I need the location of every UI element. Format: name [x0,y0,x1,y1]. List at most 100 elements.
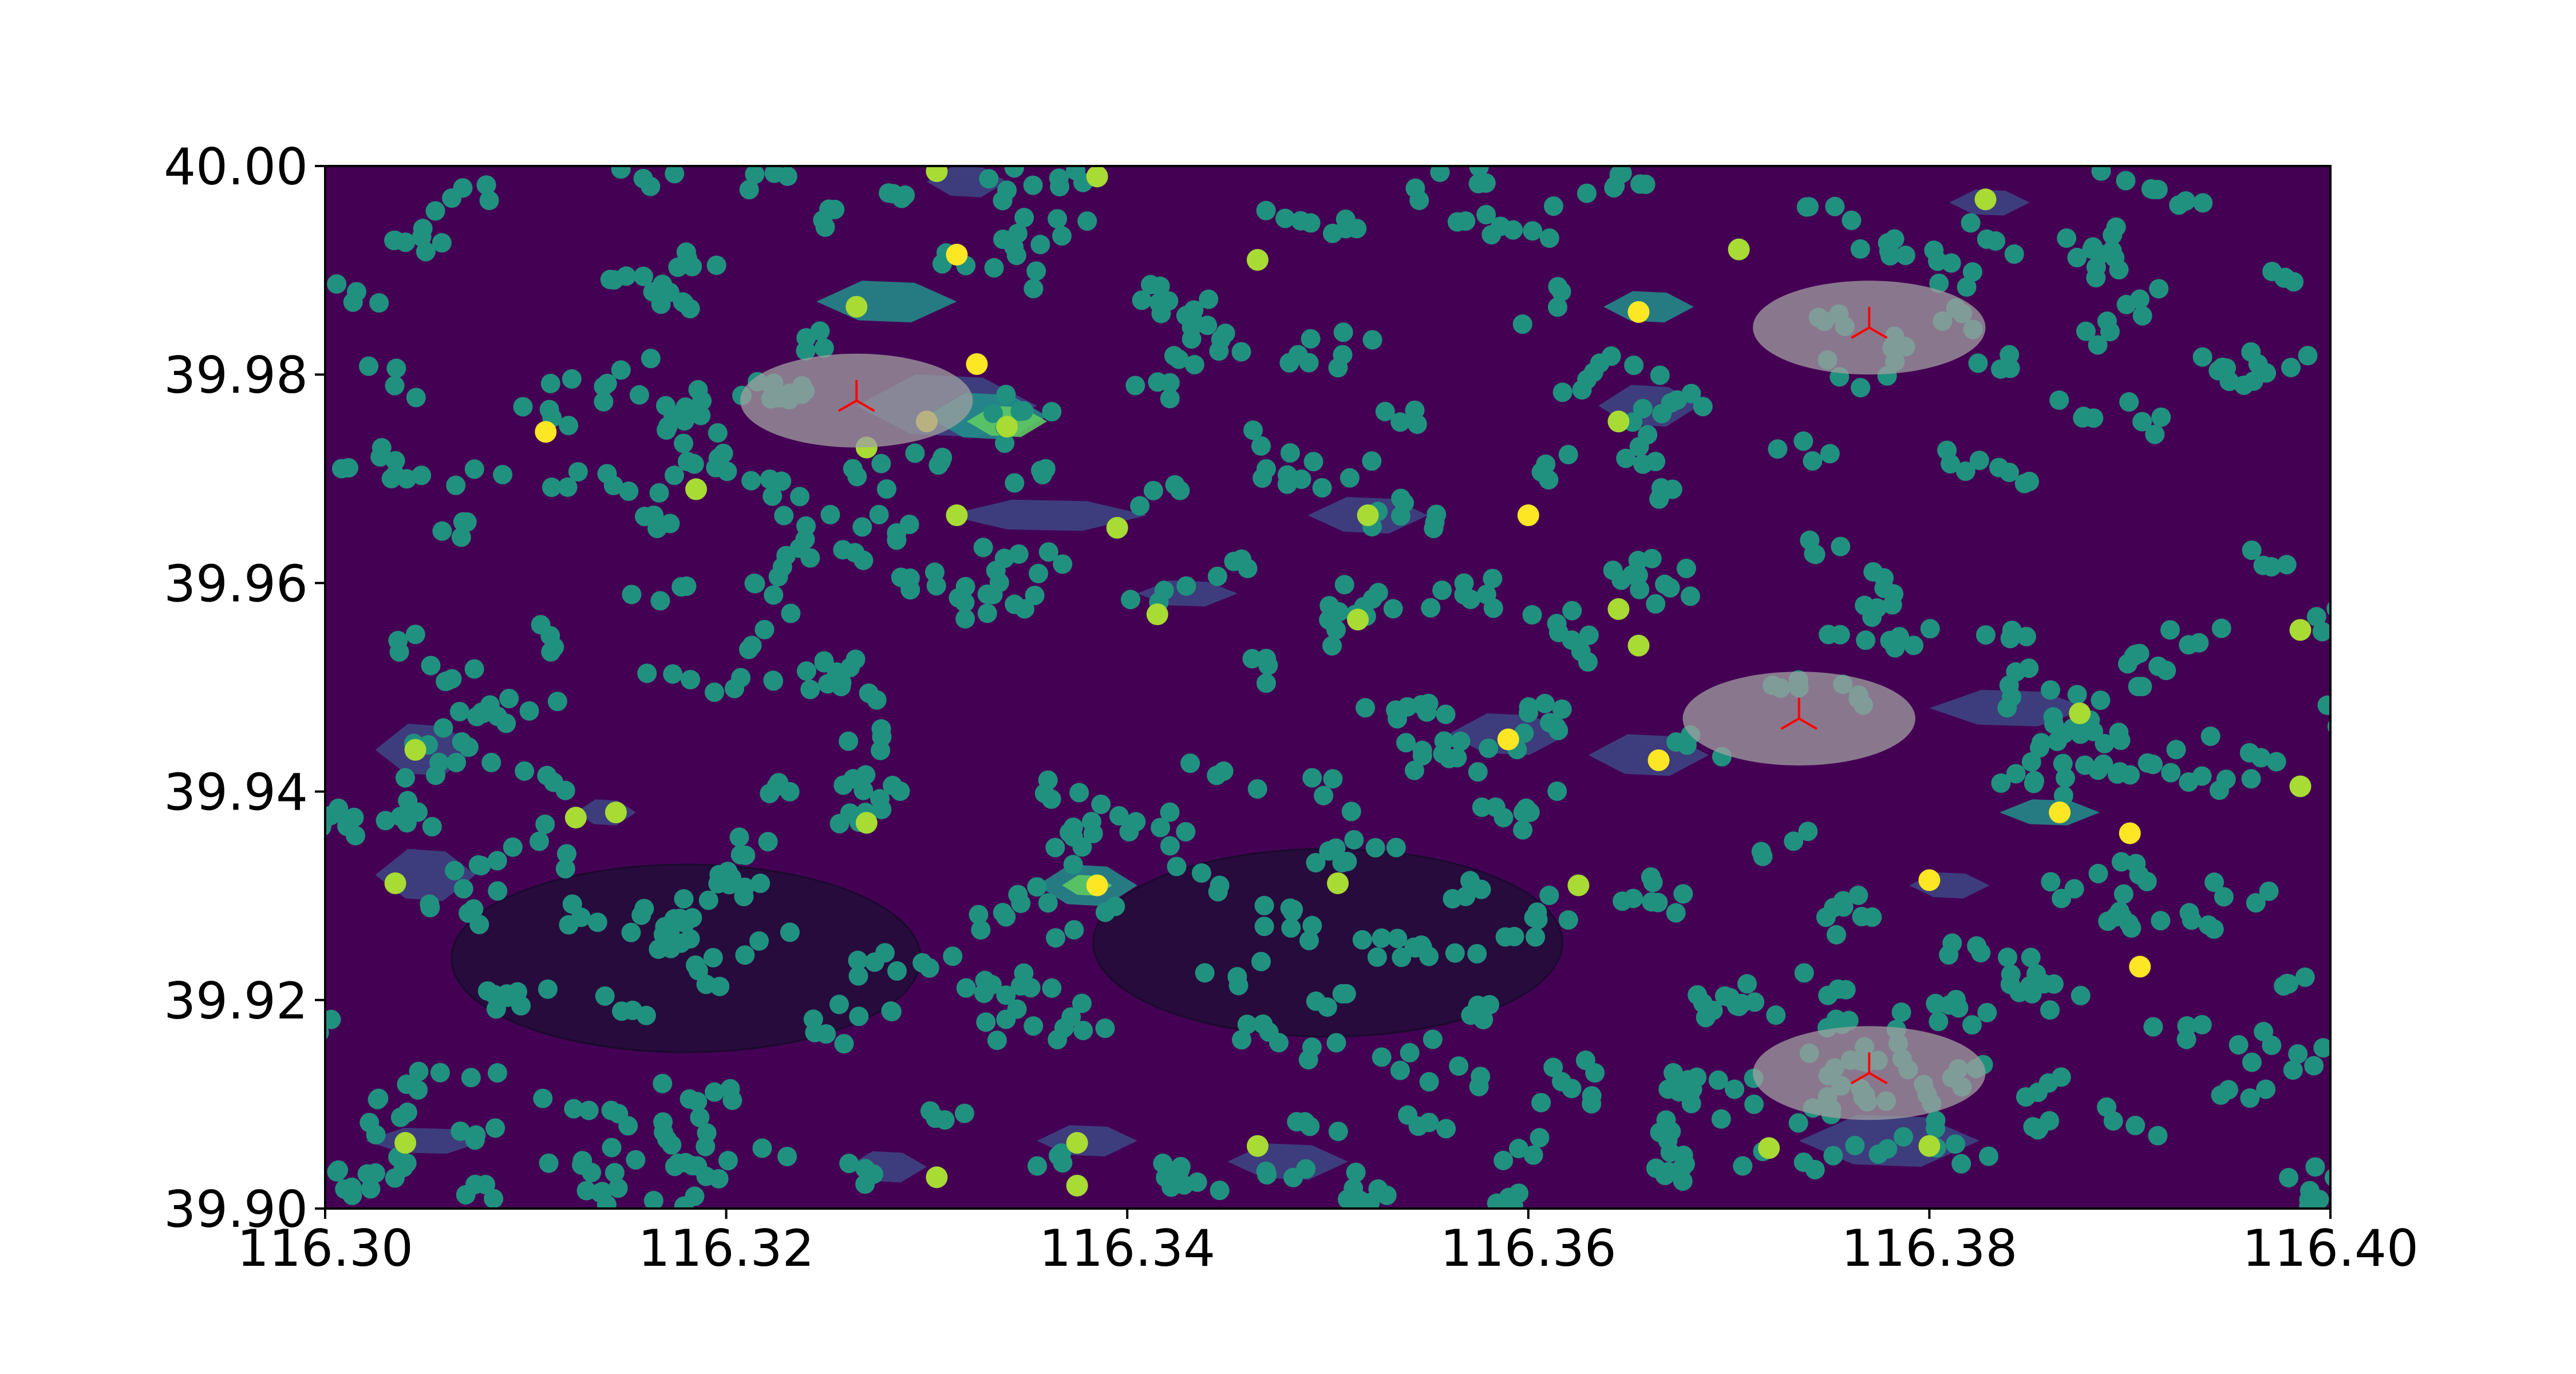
scatter-point [579,1100,599,1120]
scatter-point [1725,1079,1745,1099]
scatter-point [556,844,576,864]
scatter-point [338,458,358,478]
highlight-point [1246,1135,1269,1157]
scatter-point [1368,583,1388,603]
scatter-point [840,803,860,823]
centroid-marker [1780,698,1818,730]
scatter-point [872,799,892,819]
scatter-point [2040,680,2060,700]
y-tick-label: 40.00 [164,137,308,196]
scatter-point [1850,239,1870,259]
scatter-point [1180,753,1200,773]
scatter-point [1407,414,1427,434]
scatter-point [425,765,445,785]
highlight-point [564,807,587,829]
scatter-point [1073,1020,1093,1040]
scatter-point [1842,210,1862,230]
scatter-point [1030,235,1050,255]
scatter-point [1400,1043,1420,1063]
scatter-point [473,703,493,723]
scatter-point [1447,748,1467,768]
scatter-point [1823,1146,1843,1166]
scatter-point [1314,785,1334,806]
scatter-point [993,191,1013,211]
scatter-point [2200,727,2221,747]
scatter-point [1375,401,1395,421]
highlight-point [394,1132,417,1154]
scatter-point [718,1151,738,1171]
y-tick-label: 39.92 [164,972,308,1030]
highlight-point [2069,702,2091,725]
scatter-point [890,781,910,801]
scatter-point [451,527,471,547]
scatter-point [780,922,800,942]
scatter-point [464,899,484,919]
scatter-point [2043,707,2063,727]
scatter-point [1469,166,1489,177]
highlight-point [1627,301,1650,323]
scatter-point [1688,985,1708,1005]
scatter-point [1629,437,1649,457]
scatter-point [1042,402,1062,422]
scatter-point [1014,963,1034,983]
scatter-point [1279,353,1299,373]
scatter-point [1341,802,1361,822]
scatter-point [1656,1110,1676,1130]
scatter-point [1291,211,1311,231]
scatter-point [1207,566,1227,586]
centroid-marker-arm [1868,326,1888,339]
scatter-point [409,1061,429,1081]
highlight-point [2049,802,2071,824]
scatter-point [1468,762,1488,782]
scatter-point [1109,806,1129,826]
scatter-point [2312,622,2330,642]
scatter-point [926,576,946,596]
highlight-point [404,739,426,761]
y-axis: 39.90 39.92 39.94 39.96 39.98 40.00 [164,137,325,1239]
scatter-point [956,978,976,998]
scatter-point [774,506,794,526]
scatter-point [396,232,416,252]
scatter-point [1536,454,1556,474]
scatter-point [979,169,999,189]
scatter-point [831,677,851,697]
scatter-point [1256,673,1276,693]
scatter-point [1008,223,1028,243]
scatter-point [820,504,840,524]
scatter-point [595,986,615,1006]
scatter-point [1820,444,1840,464]
scatter-point [1167,856,1187,876]
scatter-point [535,814,555,834]
scatter-point [1633,398,1653,418]
scatter-point [2242,1052,2262,1072]
scatter-point [2277,974,2297,994]
scatter-point [2179,772,2199,792]
scatter-point [730,845,750,865]
scatter-point [1878,233,1898,253]
scatter-point [829,994,849,1014]
scatter-point [839,1154,859,1174]
scatter-point [653,1073,673,1093]
scatter-point [1628,565,1648,585]
scatter-point [1894,1127,1914,1147]
scatter-point [1552,382,1573,402]
highlight-point [996,416,1018,438]
scatter-point [1955,461,1976,481]
scatter-point [671,577,692,597]
scatter-point [869,504,889,524]
scatter-point [1346,1162,1366,1182]
scatter-point [1582,1093,1602,1114]
scatter-point [1548,277,1568,297]
scatter-point [996,907,1016,927]
x-tick-label: 116.34 [1039,1219,1215,1278]
scatter-point [2189,633,2209,653]
scatter-point [1336,984,1356,1004]
scatter-point [1319,841,1339,861]
scatter-point [1920,619,1940,639]
scatter-point [1971,943,1991,963]
scatter-point [1793,1152,1814,1172]
scatter-point [696,1136,716,1156]
scatter-point [611,360,631,380]
scatter-point [398,791,418,811]
scatter-point [2125,1115,2146,1135]
